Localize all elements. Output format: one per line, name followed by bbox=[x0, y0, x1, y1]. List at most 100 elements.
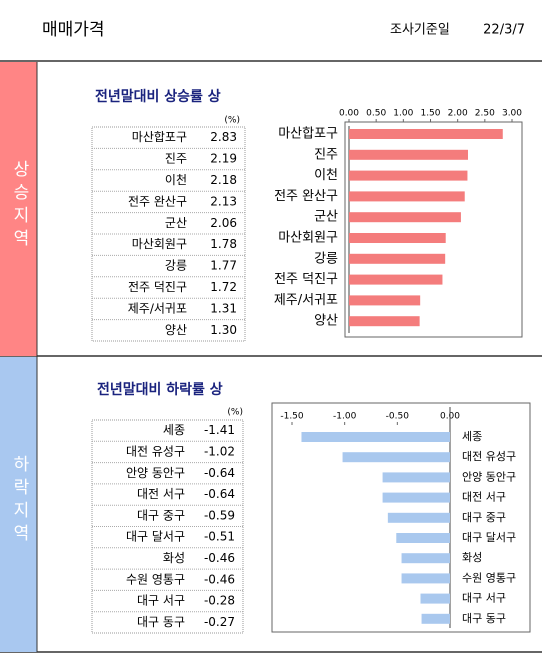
table-category: 제주/서귀포 bbox=[128, 301, 187, 315]
table-value: -0.51 bbox=[204, 530, 235, 544]
table-value: -0.46 bbox=[204, 551, 235, 565]
bar bbox=[401, 573, 450, 584]
y-tick-label: 마산합포구 bbox=[278, 127, 338, 142]
bar bbox=[349, 129, 503, 139]
plot-frame bbox=[271, 402, 531, 633]
chart-title: 전년말대비 상승률 상 bbox=[95, 88, 221, 105]
table-value: 1.30 bbox=[210, 323, 237, 337]
date-label: 조사기준일 bbox=[390, 23, 450, 38]
y-tick-label: 수원 영통구 bbox=[462, 571, 516, 584]
table-category: 대전 서구 bbox=[137, 487, 185, 501]
plot-frame bbox=[344, 121, 523, 338]
unit-label: (%) bbox=[224, 116, 240, 126]
x-tick-label: 1.50 bbox=[420, 109, 440, 119]
table-category: 대전 유성구 bbox=[126, 444, 185, 458]
table-category: 마산합포구 bbox=[132, 130, 187, 144]
table-category: 마산회원구 bbox=[132, 237, 187, 251]
x-tick-label: 0.50 bbox=[366, 109, 386, 119]
y-tick-label: 전주 완산구 bbox=[274, 189, 338, 204]
table-value: -0.64 bbox=[204, 487, 235, 501]
x-tick-label: -0.50 bbox=[386, 412, 410, 422]
table-value: -0.46 bbox=[204, 572, 235, 586]
bar bbox=[349, 253, 446, 264]
table-value: 2.06 bbox=[210, 216, 237, 230]
table-value: 2.13 bbox=[210, 194, 237, 208]
bar bbox=[349, 212, 461, 223]
table-category: 대구 달서구 bbox=[126, 530, 185, 544]
table-category: 세종 bbox=[163, 423, 185, 437]
table-value: 1.77 bbox=[210, 259, 237, 273]
table-category: 강릉 bbox=[165, 259, 187, 273]
y-tick-label: 대구 동구 bbox=[462, 612, 506, 625]
table-category: 전주 완산구 bbox=[128, 194, 187, 208]
unit-label: (%) bbox=[227, 408, 243, 418]
table-category: 진주 bbox=[165, 152, 187, 166]
table-value: 1.78 bbox=[210, 237, 237, 251]
section-label: 상승지역 bbox=[9, 160, 29, 252]
x-tick-label: 3.00 bbox=[502, 109, 522, 119]
table-value: -0.64 bbox=[204, 466, 235, 480]
bar bbox=[349, 274, 443, 285]
y-tick-label: 세종 bbox=[462, 430, 482, 443]
y-tick-label: 대구 중구 bbox=[462, 511, 506, 524]
table-value: -0.59 bbox=[204, 508, 235, 522]
bar bbox=[349, 149, 468, 160]
table-category: 화성 bbox=[163, 551, 185, 565]
y-tick-label: 전주 덕진구 bbox=[274, 272, 338, 287]
table-category: 이천 bbox=[165, 172, 187, 187]
table-value: 2.83 bbox=[210, 130, 237, 144]
y-tick-label: 대구 서구 bbox=[462, 592, 506, 605]
table-category: 양산 bbox=[165, 323, 187, 337]
table-category: 대구 서구 bbox=[137, 594, 185, 608]
y-tick-label: 강릉 bbox=[314, 251, 338, 266]
table-category: 안양 동안구 bbox=[126, 466, 185, 480]
section-band bbox=[0, 357, 37, 652]
y-tick-label: 화성 bbox=[462, 551, 482, 564]
y-tick-label: 제주/서귀포 bbox=[274, 293, 338, 308]
bar bbox=[349, 170, 468, 181]
table-value: 1.72 bbox=[210, 280, 237, 294]
x-tick-label: 0.00 bbox=[339, 109, 359, 119]
x-tick-label: 2.50 bbox=[475, 109, 495, 119]
x-tick-label: -1.00 bbox=[333, 412, 357, 422]
x-tick-label: -1.50 bbox=[280, 412, 304, 422]
bar bbox=[342, 452, 450, 463]
bar bbox=[349, 295, 421, 306]
table-category: 수원 영통구 bbox=[126, 572, 185, 586]
table-value: -0.27 bbox=[204, 615, 235, 629]
y-tick-label: 마산회원구 bbox=[278, 231, 338, 246]
y-tick-label: 진주 bbox=[314, 147, 338, 162]
y-tick-label: 대구 달서구 bbox=[462, 531, 516, 544]
date: 22/3/7 bbox=[483, 23, 525, 38]
table-value: -1.41 bbox=[204, 423, 235, 437]
bar bbox=[401, 553, 450, 564]
bar bbox=[301, 432, 450, 442]
table-value: 2.19 bbox=[210, 152, 237, 166]
bar bbox=[421, 613, 450, 624]
bar bbox=[382, 472, 450, 483]
bar bbox=[349, 233, 446, 243]
table-category: 군산 bbox=[165, 216, 187, 230]
x-tick-label: 2.00 bbox=[448, 109, 468, 119]
y-tick-label: 안양 동안구 bbox=[462, 470, 516, 483]
bar bbox=[382, 492, 450, 503]
bar bbox=[349, 316, 420, 327]
table-category: 전주 덕진구 bbox=[128, 280, 187, 294]
y-tick-label: 대전 서구 bbox=[462, 491, 506, 504]
table-category: 대구 중구 bbox=[137, 508, 185, 522]
y-tick-label: 이천 bbox=[314, 168, 338, 183]
bar bbox=[349, 191, 465, 202]
table-value: 2.18 bbox=[210, 173, 237, 187]
table-value: -1.02 bbox=[204, 444, 235, 458]
chart-title: 전년말대비 하락률 상 bbox=[97, 381, 223, 398]
section-label: 하락지역 bbox=[9, 455, 29, 547]
y-tick-label: 양산 bbox=[314, 314, 338, 329]
bar bbox=[387, 512, 450, 523]
table-value: 1.31 bbox=[210, 301, 237, 315]
header-title: 매매가격 bbox=[42, 20, 105, 40]
y-tick-label: 대전 유성구 bbox=[462, 450, 516, 463]
y-tick-label: 군산 bbox=[314, 210, 338, 225]
table-value: -0.28 bbox=[204, 594, 235, 608]
